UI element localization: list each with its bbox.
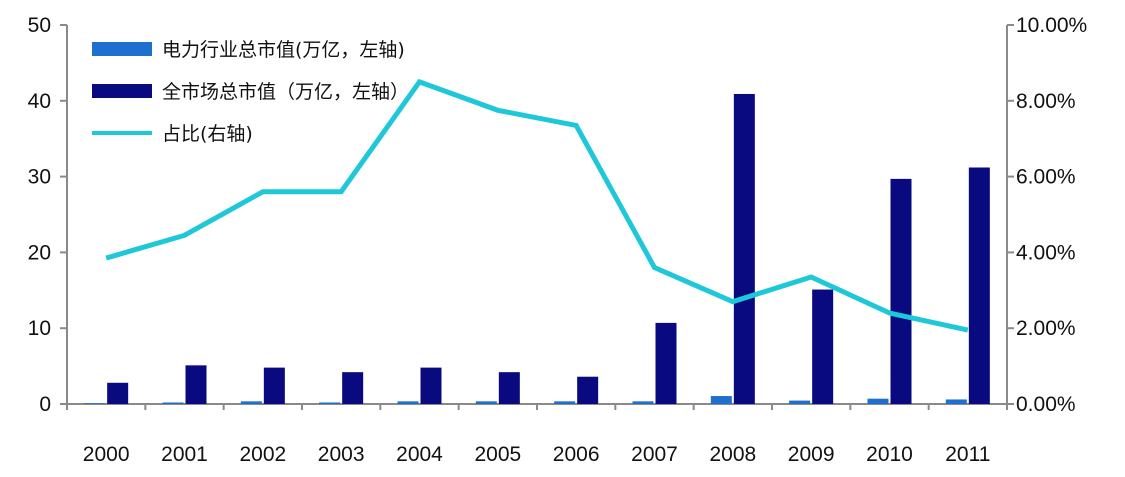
x-axis-tick-label: 2003 xyxy=(318,443,365,466)
bar xyxy=(475,401,497,404)
legend-label: 电力行业总市值(万亿，左轴) xyxy=(162,39,405,61)
right-axis-tick-label: 10.00% xyxy=(1016,14,1087,37)
x-axis-tick-label: 2006 xyxy=(553,443,600,466)
bar xyxy=(867,398,889,404)
bar xyxy=(890,178,912,404)
legend-label: 全市场总市值（万亿，左轴） xyxy=(162,81,409,103)
bar xyxy=(554,401,576,404)
bar xyxy=(319,402,341,404)
bar xyxy=(968,167,990,404)
right-axis-tick-label: 0.00% xyxy=(1016,393,1076,416)
x-axis-tick-label: 2005 xyxy=(474,443,521,466)
bar xyxy=(263,367,285,404)
left-axis-tick-label: 10 xyxy=(28,317,51,340)
bar xyxy=(577,376,599,404)
bar xyxy=(632,401,654,404)
bar xyxy=(789,400,811,404)
bar xyxy=(162,402,184,404)
bar xyxy=(84,403,106,404)
left-axis-tick-label: 50 xyxy=(28,14,51,37)
bar xyxy=(107,382,129,404)
right-axis-tick-label: 2.00% xyxy=(1016,317,1076,340)
bar xyxy=(710,396,732,404)
bar-series xyxy=(84,93,990,404)
x-axis-tick-label: 2001 xyxy=(161,443,208,466)
x-axis-tick-label: 2008 xyxy=(709,443,756,466)
x-axis-tick-label: 2004 xyxy=(396,443,443,466)
legend-swatch xyxy=(92,84,152,98)
bar xyxy=(420,367,442,404)
right-axis-tick-label: 8.00% xyxy=(1016,90,1076,113)
axes: 0 10 20 30 40 50 0.00% 2.00% 4.00% 6.00% 8.00% 10.0… xyxy=(28,14,1088,466)
bar xyxy=(655,322,677,404)
bar xyxy=(733,93,755,404)
ratio-line xyxy=(105,78,969,333)
bar xyxy=(945,399,967,404)
right-axis-tick-label: 6.00% xyxy=(1016,166,1076,189)
bar xyxy=(812,289,834,404)
bar xyxy=(240,401,262,404)
legend-swatch xyxy=(92,42,152,56)
legend: 电力行业总市值(万亿，左轴) 全市场总市值（万亿，左轴） 占比(右轴) xyxy=(92,39,409,145)
left-axis-tick-label: 0 xyxy=(39,393,51,416)
x-axis-tick-label: 2009 xyxy=(788,443,835,466)
bar xyxy=(498,372,520,404)
right-axis-tick-label: 4.00% xyxy=(1016,241,1076,264)
legend-label: 占比(右轴) xyxy=(162,123,253,145)
x-axis-tick-label: 2010 xyxy=(866,443,913,466)
bar xyxy=(342,372,364,404)
x-axis-tick-label: 2007 xyxy=(631,443,678,466)
bar xyxy=(185,365,207,404)
left-axis-tick-label: 30 xyxy=(28,166,51,189)
x-axis-tick-label: 2000 xyxy=(83,443,130,466)
line-series xyxy=(105,78,969,333)
x-axis-tick-label: 2002 xyxy=(239,443,286,466)
left-axis-tick-label: 20 xyxy=(28,241,51,264)
x-axis-tick-label: 2011 xyxy=(945,443,990,466)
left-axis-tick-label: 40 xyxy=(28,90,51,113)
bar xyxy=(397,401,419,404)
